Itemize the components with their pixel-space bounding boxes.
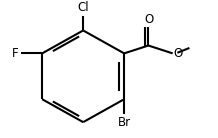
Text: F: F xyxy=(12,47,19,60)
Text: O: O xyxy=(144,13,153,26)
Text: O: O xyxy=(174,47,183,60)
Text: Br: Br xyxy=(118,116,131,128)
Text: Cl: Cl xyxy=(77,1,89,14)
